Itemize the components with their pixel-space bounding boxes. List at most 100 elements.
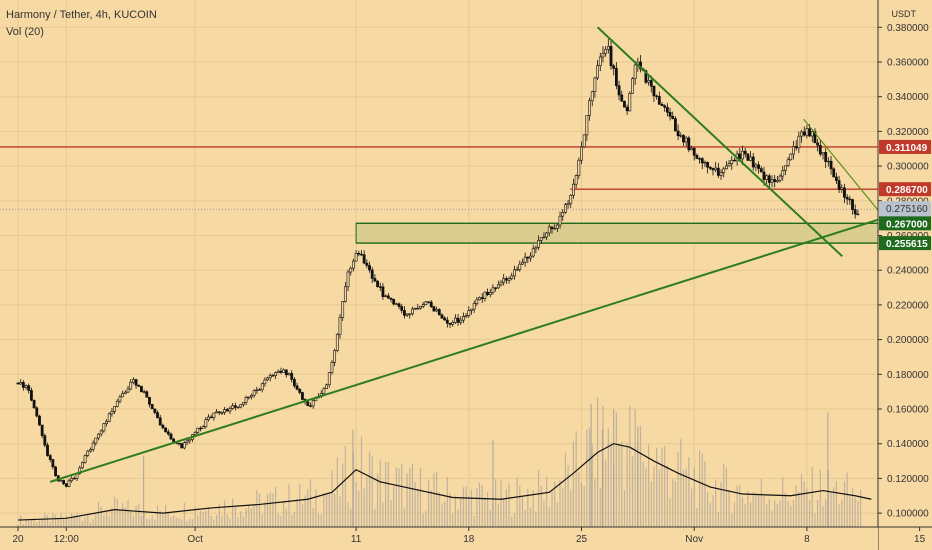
candle-body — [510, 275, 514, 279]
candle-body — [655, 95, 659, 97]
candle-body — [623, 100, 626, 108]
time-tick-label: 25 — [576, 534, 588, 545]
current-price-value: 0.275160 — [886, 204, 928, 215]
candle-body — [91, 442, 95, 450]
candle-body — [258, 389, 261, 391]
price-axis-panel — [878, 0, 932, 550]
time-tick-label: Nov — [685, 534, 703, 545]
candle-body — [233, 405, 237, 408]
candle-body — [553, 228, 557, 230]
candle-body — [700, 158, 704, 164]
candle-body — [220, 412, 224, 414]
candle-body — [435, 309, 439, 312]
candle-body — [526, 256, 530, 259]
price-tick-label: 0.140000 — [887, 439, 929, 450]
candle-body — [255, 389, 259, 392]
candle-body — [443, 317, 447, 321]
candle-body — [164, 427, 167, 433]
candle-body — [365, 262, 369, 266]
candle-body — [778, 175, 782, 181]
candle-body — [515, 269, 519, 271]
candle-body — [62, 480, 66, 485]
candle-body — [539, 237, 543, 241]
candle-body — [376, 280, 379, 288]
candle-body — [250, 394, 253, 398]
candles — [16, 39, 860, 488]
candle-body — [475, 299, 479, 304]
candle-body — [295, 385, 299, 390]
candle-body — [534, 246, 538, 250]
candle-body — [368, 265, 371, 271]
candle-body — [714, 167, 718, 171]
candle-body — [555, 224, 559, 229]
candle-body — [625, 106, 629, 112]
candle-body — [848, 198, 852, 201]
candle-body — [70, 477, 74, 482]
candle-body — [158, 417, 162, 426]
candle-body — [30, 390, 33, 401]
candle-body — [349, 267, 353, 273]
candle-body — [244, 397, 248, 403]
candle-body — [513, 269, 516, 277]
price-tag-1-bg — [879, 139, 931, 154]
candle-body — [679, 135, 683, 137]
candle-body — [392, 299, 396, 305]
candle-body — [762, 171, 766, 180]
candle-body — [153, 408, 157, 413]
candle-body — [606, 46, 610, 50]
price-tag-4-text: 0.255615 — [886, 239, 928, 250]
candle-body — [832, 168, 836, 178]
candle-body — [419, 306, 422, 309]
candle-body — [494, 287, 498, 289]
candle-body — [72, 477, 76, 480]
price-tick-label: 0.340000 — [887, 92, 929, 103]
candle-body — [784, 165, 787, 171]
candle-body — [123, 391, 127, 394]
trendline-2 — [596, 26, 844, 258]
candle-body — [445, 319, 449, 324]
candle-body — [727, 163, 731, 167]
candle-body — [789, 153, 793, 161]
candle-body — [845, 196, 849, 200]
candle-body — [802, 131, 806, 136]
candle-body — [620, 94, 624, 102]
candle-body — [16, 382, 20, 385]
candle-body — [590, 91, 594, 102]
candle-body — [276, 370, 280, 373]
candle-body — [97, 433, 100, 439]
candle-body — [781, 170, 785, 177]
candle-body — [531, 248, 535, 257]
candle-body — [743, 150, 747, 155]
candle-body — [684, 137, 688, 143]
candle-body — [724, 165, 728, 170]
price-tag-2-text: 0.286700 — [886, 185, 928, 196]
candle-body — [843, 187, 846, 198]
candle-body — [429, 301, 433, 308]
candle-body — [274, 372, 278, 376]
candle-body — [408, 313, 412, 315]
candle-body — [663, 105, 667, 108]
candle-body — [432, 306, 436, 312]
candle-body — [46, 444, 49, 456]
candle-body — [150, 403, 154, 410]
candle-body — [483, 291, 487, 300]
candle-body — [81, 462, 84, 469]
candle-body — [140, 385, 143, 393]
candle-body — [459, 319, 463, 323]
candle-body — [105, 421, 108, 424]
candle-body — [212, 412, 216, 418]
candle-body — [805, 128, 809, 136]
candle-body — [196, 427, 200, 433]
candle-body — [826, 160, 830, 163]
candle-body — [757, 164, 761, 169]
candle-body — [816, 142, 820, 146]
candle-body — [413, 308, 417, 310]
candle-body — [333, 350, 337, 363]
candle-body — [335, 334, 339, 351]
candle-body — [676, 130, 680, 137]
candle-body — [247, 396, 251, 399]
candle-body — [770, 179, 774, 183]
candle-body — [628, 93, 632, 112]
